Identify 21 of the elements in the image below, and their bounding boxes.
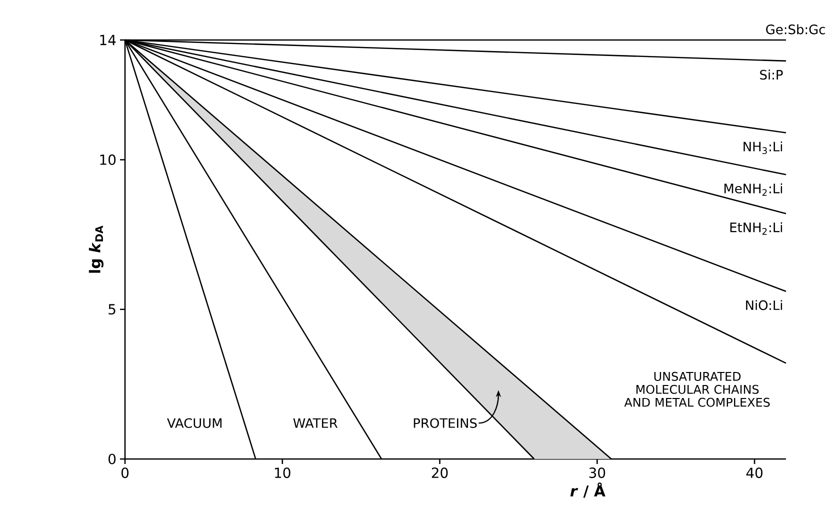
series-label: NiO:Li [746, 300, 782, 310]
y-axis-title: lg k$_{DA}$ [88, 226, 104, 273]
series-label: VACUUM [167, 418, 222, 428]
series-label: UNSATURATED MOLECULAR CHAINS AND METAL COMPLEXES [624, 372, 770, 407]
series-label: Si:P [760, 70, 783, 80]
x-tick-label: 0 [121, 468, 129, 478]
series-label: WATER [293, 418, 338, 428]
y-tick-label: 10 [100, 154, 116, 165]
y-tick-label: 14 [100, 34, 116, 46]
x-tick-label: 40 [746, 468, 762, 478]
series-label: NH$_{3}$:Li [744, 141, 782, 154]
series-label: EtNH$_{2}$:Li [730, 222, 782, 235]
series-label: MeNH$_{2}$:Li [724, 183, 782, 196]
x-tick-label: 30 [589, 468, 606, 478]
x-tick-label: 10 [275, 468, 290, 478]
y-tick-label: 5 [108, 304, 116, 315]
y-tick-label: 0 [108, 454, 116, 464]
x-axis-title: r / Å [570, 482, 606, 498]
x-tick-label: 20 [432, 468, 448, 478]
legend-label: PROTEINS [414, 418, 477, 428]
series-label: Ge:Sb:Gc [766, 24, 825, 34]
